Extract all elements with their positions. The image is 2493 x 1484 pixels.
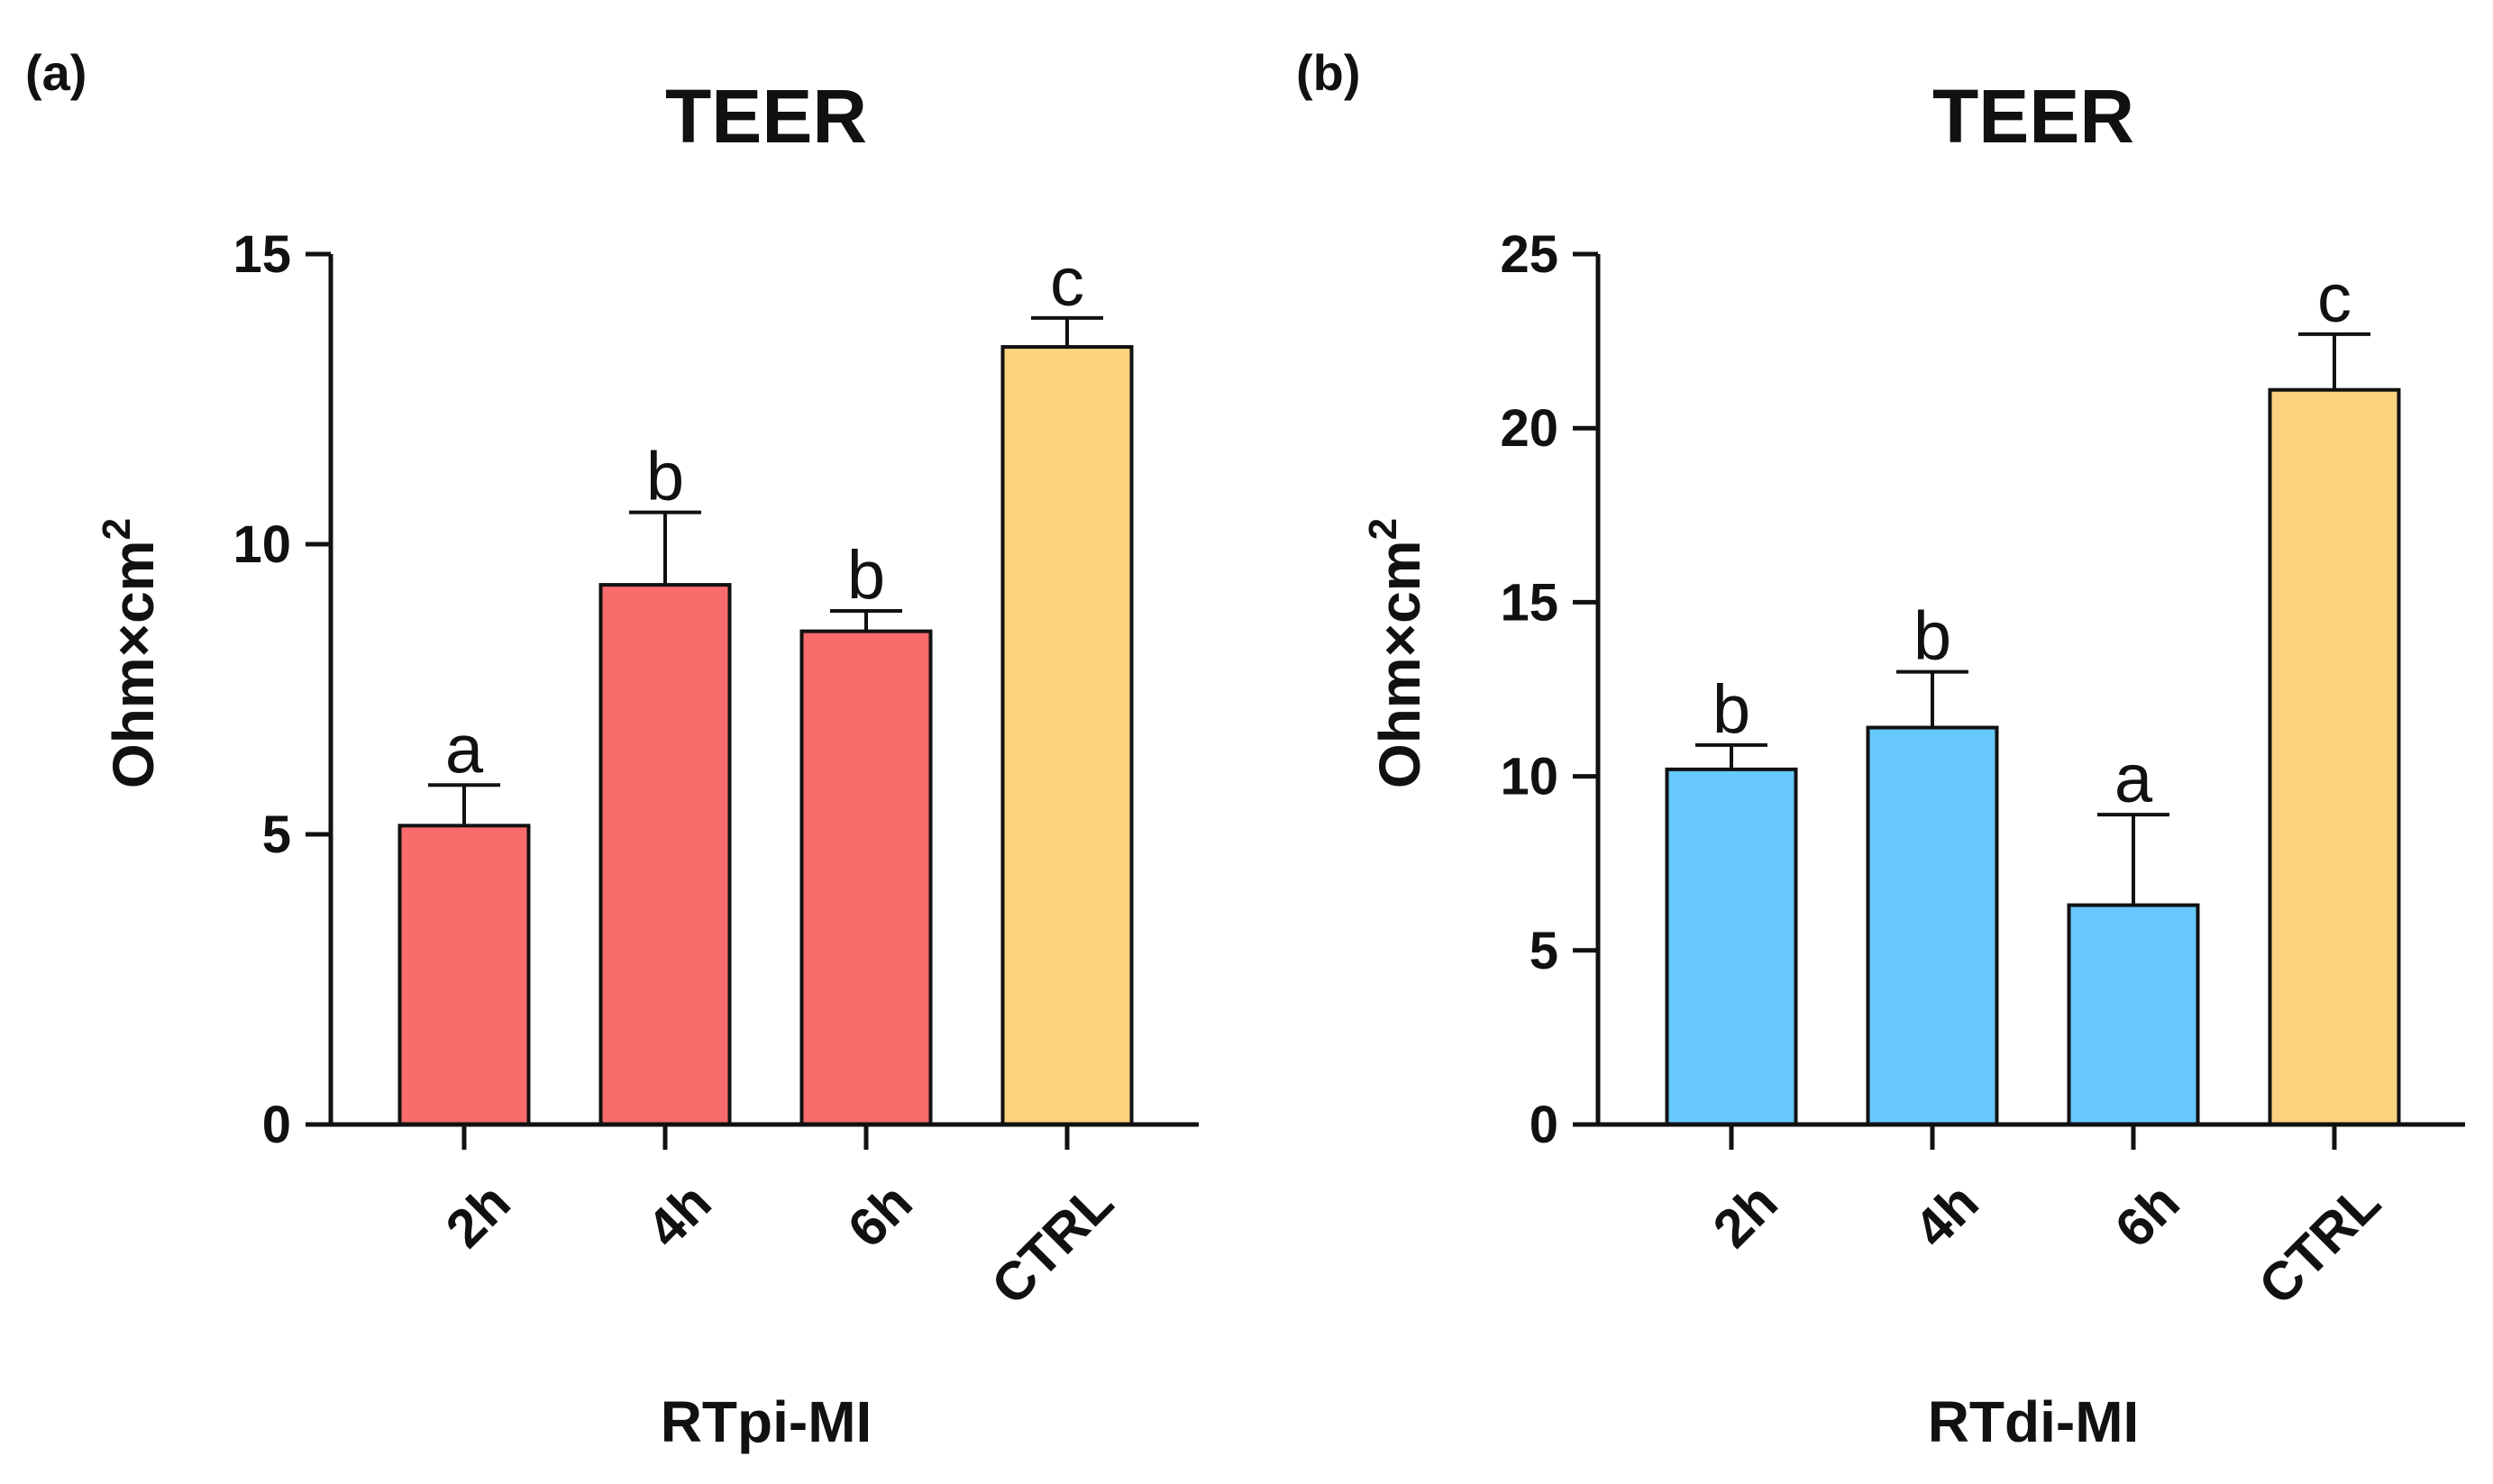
significance-label: a	[445, 711, 484, 788]
bar-ctrl	[2268, 387, 2401, 1127]
x-tick-label: 2h	[434, 1171, 522, 1259]
y-axis-label-unit: Ohm×cm	[1367, 540, 1432, 788]
bar-6h	[2067, 903, 2200, 1126]
y-tick-label: 15	[1500, 573, 1558, 632]
y-tick-label: 5	[1530, 922, 1558, 980]
x-axis-label: RTdi-MI	[1928, 1389, 2140, 1454]
significance-label: b	[1712, 671, 1750, 748]
bar-2h	[1665, 767, 1798, 1126]
x-tick-label: 6h	[2104, 1171, 2191, 1259]
bar-6h	[799, 629, 933, 1126]
significance-label: a	[2114, 741, 2153, 817]
y-tick-label: 10	[233, 515, 291, 574]
significance-label: c	[1050, 244, 1084, 321]
significance-label: b	[646, 439, 684, 515]
y-tick-label: 5	[262, 806, 291, 864]
y-tick-label: 10	[1500, 748, 1558, 806]
panel-label: (b)	[1296, 44, 1361, 101]
y-tick-label: 20	[1500, 399, 1558, 458]
chart-title: TEER	[1932, 74, 2134, 159]
y-tick-label: 25	[1500, 225, 1558, 284]
x-tick-label: 6h	[836, 1171, 924, 1259]
x-axis-label: RTpi-MI	[661, 1389, 872, 1454]
bar-2h	[397, 824, 531, 1127]
y-axis-label-unit: Ohm×cm	[101, 540, 166, 788]
y-axis-label-superscript: 2	[95, 518, 139, 540]
bar-4h	[1866, 725, 1999, 1127]
chart-panel-a: (a) TEER a b b c 0 5 10 15 2h 4h 6h CTRL RTpi-MI Ohm×cm…	[25, 44, 1199, 1454]
chart-title: TEER	[665, 74, 867, 159]
chart-panel-b: (b) TEER b b a c 0 5 10 15 20 25 2h 4h 6h CTRL RTdi-MI Oh…	[1296, 44, 2465, 1454]
x-tick-label: 2h	[1702, 1171, 1789, 1259]
significance-label: c	[2317, 260, 2351, 337]
x-tick-label: 4h	[1903, 1171, 1990, 1259]
bar-4h	[598, 583, 732, 1126]
significance-label: b	[1913, 598, 1951, 675]
y-axis-label: Ohm×cm2	[95, 518, 166, 788]
significance-label: b	[847, 537, 885, 614]
bar-ctrl	[1000, 345, 1134, 1127]
y-tick-label: 0	[1530, 1096, 1558, 1154]
x-tick-label: 4h	[635, 1171, 723, 1259]
panel-label: (a)	[25, 44, 87, 101]
x-tick-label: CTRL	[980, 1171, 1124, 1316]
y-tick-label: 0	[262, 1096, 291, 1154]
x-tick-label: CTRL	[2247, 1171, 2391, 1316]
y-axis-label-superscript: 2	[1361, 518, 1405, 540]
y-tick-label: 15	[233, 225, 291, 284]
y-axis-label: Ohm×cm2	[1361, 518, 1432, 788]
